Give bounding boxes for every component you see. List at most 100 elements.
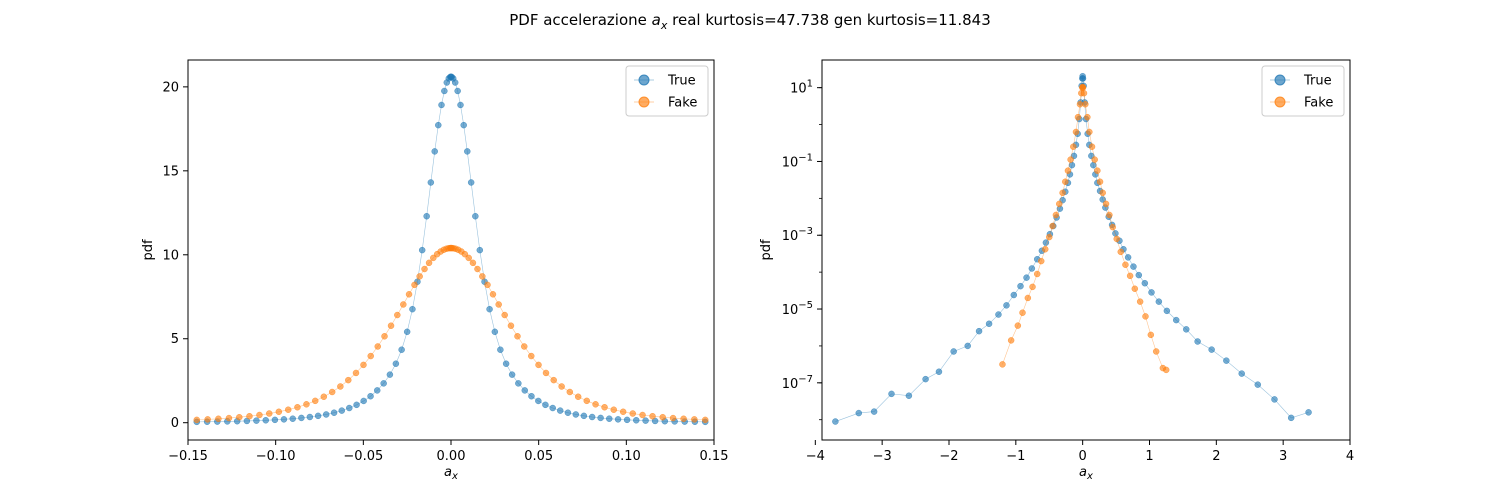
x-tick-label: −0.10 bbox=[256, 449, 296, 464]
data-point-fake bbox=[1052, 211, 1060, 219]
data-point-true bbox=[380, 380, 387, 387]
data-point-fake bbox=[1113, 235, 1120, 243]
data-point-fake bbox=[352, 369, 360, 377]
data-point-fake bbox=[1029, 283, 1036, 291]
y-tick-label: 5 bbox=[171, 332, 179, 347]
data-point-true bbox=[542, 401, 549, 409]
data-point-fake bbox=[465, 254, 472, 262]
data-point-true bbox=[1148, 289, 1155, 296]
data-point-true bbox=[1223, 357, 1230, 364]
data-point-fake bbox=[619, 408, 627, 416]
data-point-true bbox=[642, 417, 649, 424]
data-point-fake bbox=[374, 343, 381, 350]
data-point-fake bbox=[204, 416, 211, 423]
data-point-fake bbox=[566, 388, 574, 396]
data-point-fake bbox=[469, 259, 477, 267]
data-point-true bbox=[935, 368, 943, 375]
legend-marker-fake bbox=[638, 96, 650, 108]
data-point-fake bbox=[1033, 270, 1041, 278]
data-point-true bbox=[905, 392, 913, 399]
data-point-true bbox=[597, 414, 604, 422]
data-point-fake bbox=[215, 415, 222, 423]
data-point-fake bbox=[639, 411, 646, 419]
series-true bbox=[832, 72, 1312, 425]
data-point-true bbox=[1155, 298, 1163, 305]
data-point-fake bbox=[394, 311, 401, 319]
data-point-fake bbox=[387, 322, 395, 329]
data-point-fake bbox=[328, 388, 336, 396]
figure-title: PDF accelerazione ax real kurtosis=47.73… bbox=[509, 11, 990, 32]
data-point-fake bbox=[1067, 156, 1074, 163]
data-point-fake bbox=[501, 311, 508, 319]
data-point-true bbox=[253, 417, 260, 424]
data-point-fake bbox=[1070, 143, 1077, 150]
data-point-true bbox=[441, 87, 448, 95]
data-point-fake bbox=[367, 352, 374, 360]
legend-marker-true bbox=[638, 74, 650, 86]
data-point-true bbox=[472, 212, 479, 220]
data-point-true bbox=[353, 401, 360, 409]
data-point-true bbox=[460, 121, 467, 129]
data-point-true bbox=[1305, 409, 1312, 416]
x-tick-label: 3 bbox=[1279, 449, 1287, 464]
data-point-true bbox=[451, 79, 459, 86]
data-point-fake bbox=[701, 416, 709, 424]
data-point-fake bbox=[236, 413, 243, 421]
data-point-true bbox=[360, 397, 367, 405]
data-point-fake bbox=[514, 333, 521, 340]
y-axis-label: pdf bbox=[759, 239, 774, 261]
data-point-fake bbox=[1136, 298, 1144, 305]
data-point-fake bbox=[1106, 211, 1113, 219]
series-line-fake bbox=[1002, 86, 1167, 371]
y-tick-label: 10−5 bbox=[782, 300, 813, 318]
data-point-true bbox=[606, 415, 613, 422]
y-tick-label: 20 bbox=[162, 80, 179, 95]
data-point-fake bbox=[691, 416, 698, 423]
axes-frame bbox=[821, 59, 1351, 441]
data-point-fake bbox=[583, 397, 591, 405]
data-point-true bbox=[438, 101, 445, 109]
data-point-fake bbox=[311, 397, 319, 405]
x-tick-label: 0 bbox=[1079, 449, 1087, 464]
data-point-fake bbox=[1142, 313, 1149, 320]
data-point-fake bbox=[610, 406, 618, 413]
data-point-true bbox=[314, 412, 322, 420]
data-point-true bbox=[572, 411, 580, 418]
data-point-fake bbox=[1014, 322, 1022, 329]
y-tick-label: 101 bbox=[790, 79, 813, 97]
data-point-fake bbox=[345, 376, 352, 384]
data-point-true bbox=[435, 121, 442, 129]
x-tick-label: 0.15 bbox=[700, 449, 729, 464]
y-tick-label: 10−1 bbox=[782, 152, 813, 170]
y-tick-label: 10 bbox=[162, 248, 179, 263]
data-point-true bbox=[588, 413, 596, 421]
data-point-true bbox=[888, 390, 895, 398]
data-point-fake bbox=[284, 406, 292, 413]
data-point-fake bbox=[425, 259, 433, 267]
legend: True Fake bbox=[625, 65, 709, 117]
data-point-fake bbox=[528, 352, 535, 360]
legend-label-fake: Fake bbox=[1304, 96, 1333, 111]
data-point-fake bbox=[1102, 200, 1110, 208]
data-point-true bbox=[476, 246, 484, 254]
data-point-fake bbox=[507, 322, 515, 329]
x-tick-label: −3 bbox=[873, 449, 892, 464]
data-point-fake bbox=[1056, 200, 1063, 208]
data-point-fake bbox=[400, 301, 407, 308]
data-point-fake bbox=[1037, 257, 1045, 265]
data-point-fake bbox=[405, 291, 413, 298]
data-point-true bbox=[975, 327, 983, 335]
data-point-true bbox=[832, 418, 839, 425]
data-point-fake bbox=[381, 333, 388, 340]
x-tick-label: −0.15 bbox=[168, 449, 208, 464]
data-point-true bbox=[1271, 396, 1278, 403]
data-point-fake bbox=[416, 273, 423, 280]
series-fake bbox=[193, 244, 709, 424]
legend-marker-fake bbox=[1274, 96, 1286, 108]
data-point-fake bbox=[1062, 178, 1069, 185]
data-point-fake bbox=[1122, 261, 1129, 269]
data-point-true bbox=[1130, 263, 1137, 270]
data-point-true bbox=[564, 409, 572, 416]
data-point-true bbox=[392, 360, 400, 367]
x-tick-label: −4 bbox=[806, 449, 825, 464]
